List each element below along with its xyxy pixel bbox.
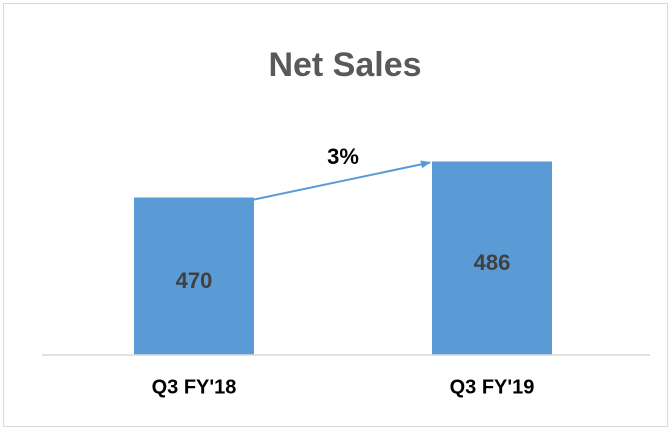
bar: [432, 161, 552, 355]
x-tick-label: Q3 FY'18: [152, 376, 237, 398]
bar: [134, 197, 254, 355]
chart-frame: [3, 3, 668, 427]
chart-title: Net Sales: [268, 46, 421, 84]
data-label: 486: [474, 250, 511, 275]
annotation: 3%: [327, 144, 359, 169]
growth-arrow: [253, 160, 431, 201]
data-label: 470: [176, 268, 213, 293]
x-tick-label: Q3 FY'19: [450, 376, 535, 398]
